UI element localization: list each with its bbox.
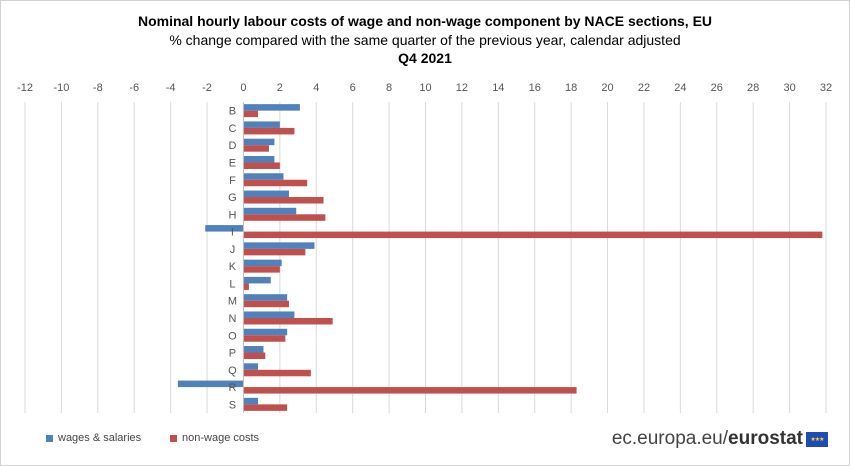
x-tick-label: 20 (601, 82, 613, 94)
x-tick-label: 26 (711, 82, 723, 94)
bar-nonwage (243, 145, 269, 152)
bar-wages (243, 155, 275, 163)
x-tick-label: 8 (386, 82, 392, 94)
bar-nonwage (243, 387, 577, 394)
bar-nonwage (243, 127, 295, 135)
x-tick-label: -6 (129, 82, 139, 94)
x-tick-label: -10 (53, 82, 69, 94)
bar-wages (243, 346, 264, 353)
bar-wages (243, 207, 297, 215)
x-tick-label: 0 (240, 82, 246, 94)
brand-site: ec.europa.eu/ (611, 428, 729, 449)
bar-nonwage (243, 162, 280, 169)
x-tick-label: -12 (17, 82, 33, 94)
category-label: L (229, 278, 235, 290)
x-tick-label: 24 (674, 82, 686, 94)
bar-wages (243, 311, 295, 318)
bar-nonwage (243, 110, 259, 118)
chart-period: Q4 2021 (398, 50, 452, 66)
eurostat-logo: ec.europa.eu/eurostat ★★★ (612, 428, 828, 450)
category-label: K (229, 261, 237, 273)
bar-wages (177, 380, 244, 388)
bar-wages (243, 294, 288, 301)
chart-subtitle: % change compared with the same quarter … (169, 32, 681, 48)
bar-nonwage (243, 283, 249, 290)
category-label: N (228, 313, 236, 325)
x-tick-label: 2 (277, 82, 283, 94)
category-label: G (228, 192, 237, 204)
x-tick-label: 12 (456, 82, 468, 94)
category-label: I (231, 227, 234, 239)
x-tick-label: -4 (166, 82, 176, 94)
bar-nonwage (243, 404, 288, 411)
legend-item-nonwage: non-wage costs (170, 432, 259, 444)
bar-nonwage (243, 179, 308, 187)
category-label: J (230, 244, 236, 256)
x-tick-label: -8 (93, 82, 103, 94)
bar-nonwage (243, 300, 289, 308)
x-tick-label: 14 (492, 82, 504, 94)
bar-wages (243, 363, 259, 370)
brand-name: eurostat (728, 428, 803, 449)
category-label: F (229, 175, 236, 187)
eu-flag-icon: ★★★ (806, 431, 828, 447)
category-label: M (228, 296, 237, 308)
bar-nonwage (243, 197, 324, 204)
legend-swatch-nonwage (170, 434, 177, 442)
bar-wages (243, 173, 284, 180)
x-tick-label: 32 (820, 82, 832, 94)
bar-nonwage (243, 214, 326, 221)
bar-wages (243, 138, 275, 146)
category-label: P (229, 348, 236, 360)
bar-nonwage (243, 317, 333, 325)
x-tick-label: 28 (747, 82, 759, 94)
category-label: D (228, 140, 236, 152)
x-tick-label: 30 (783, 82, 795, 94)
bar-wages (243, 259, 282, 267)
bar-wages (243, 276, 271, 284)
category-label: Q (228, 365, 237, 377)
legend-swatch-wages (46, 434, 53, 442)
category-label: O (228, 330, 237, 342)
legend-label-nonwage: non-wage costs (182, 432, 260, 444)
bar-wages (205, 225, 244, 232)
category-label: S (229, 399, 236, 411)
bar-wages (243, 328, 288, 336)
x-tick-label: -2 (202, 82, 212, 94)
category-label: R (228, 382, 236, 394)
x-tick-label: 6 (350, 82, 356, 94)
category-label: E (229, 157, 236, 169)
category-label: B (229, 106, 236, 118)
x-tick-label: 4 (313, 82, 319, 94)
bar-nonwage (243, 335, 286, 342)
bar-nonwage (243, 369, 311, 377)
bar-nonwage (243, 231, 823, 239)
x-tick-label: 16 (529, 82, 541, 94)
chart-title: Nominal hourly labour costs of wage and … (137, 13, 713, 29)
x-tick-label: 22 (638, 82, 650, 94)
bar-nonwage (243, 352, 266, 360)
bar-wages (243, 104, 300, 111)
legend-label-wages: wages & salaries (58, 432, 142, 444)
bar-nonwage (243, 266, 280, 273)
legend-item-wages: wages & salaries (46, 432, 141, 444)
category-label: C (228, 123, 236, 135)
bar-wages (243, 121, 280, 128)
x-tick-label: 18 (565, 82, 577, 94)
bar-wages (243, 397, 259, 405)
bar-nonwage (243, 248, 306, 256)
x-tick-label: 10 (419, 82, 431, 94)
bar-wages (243, 190, 289, 198)
category-label: H (228, 209, 236, 221)
bar-wages (243, 242, 315, 249)
